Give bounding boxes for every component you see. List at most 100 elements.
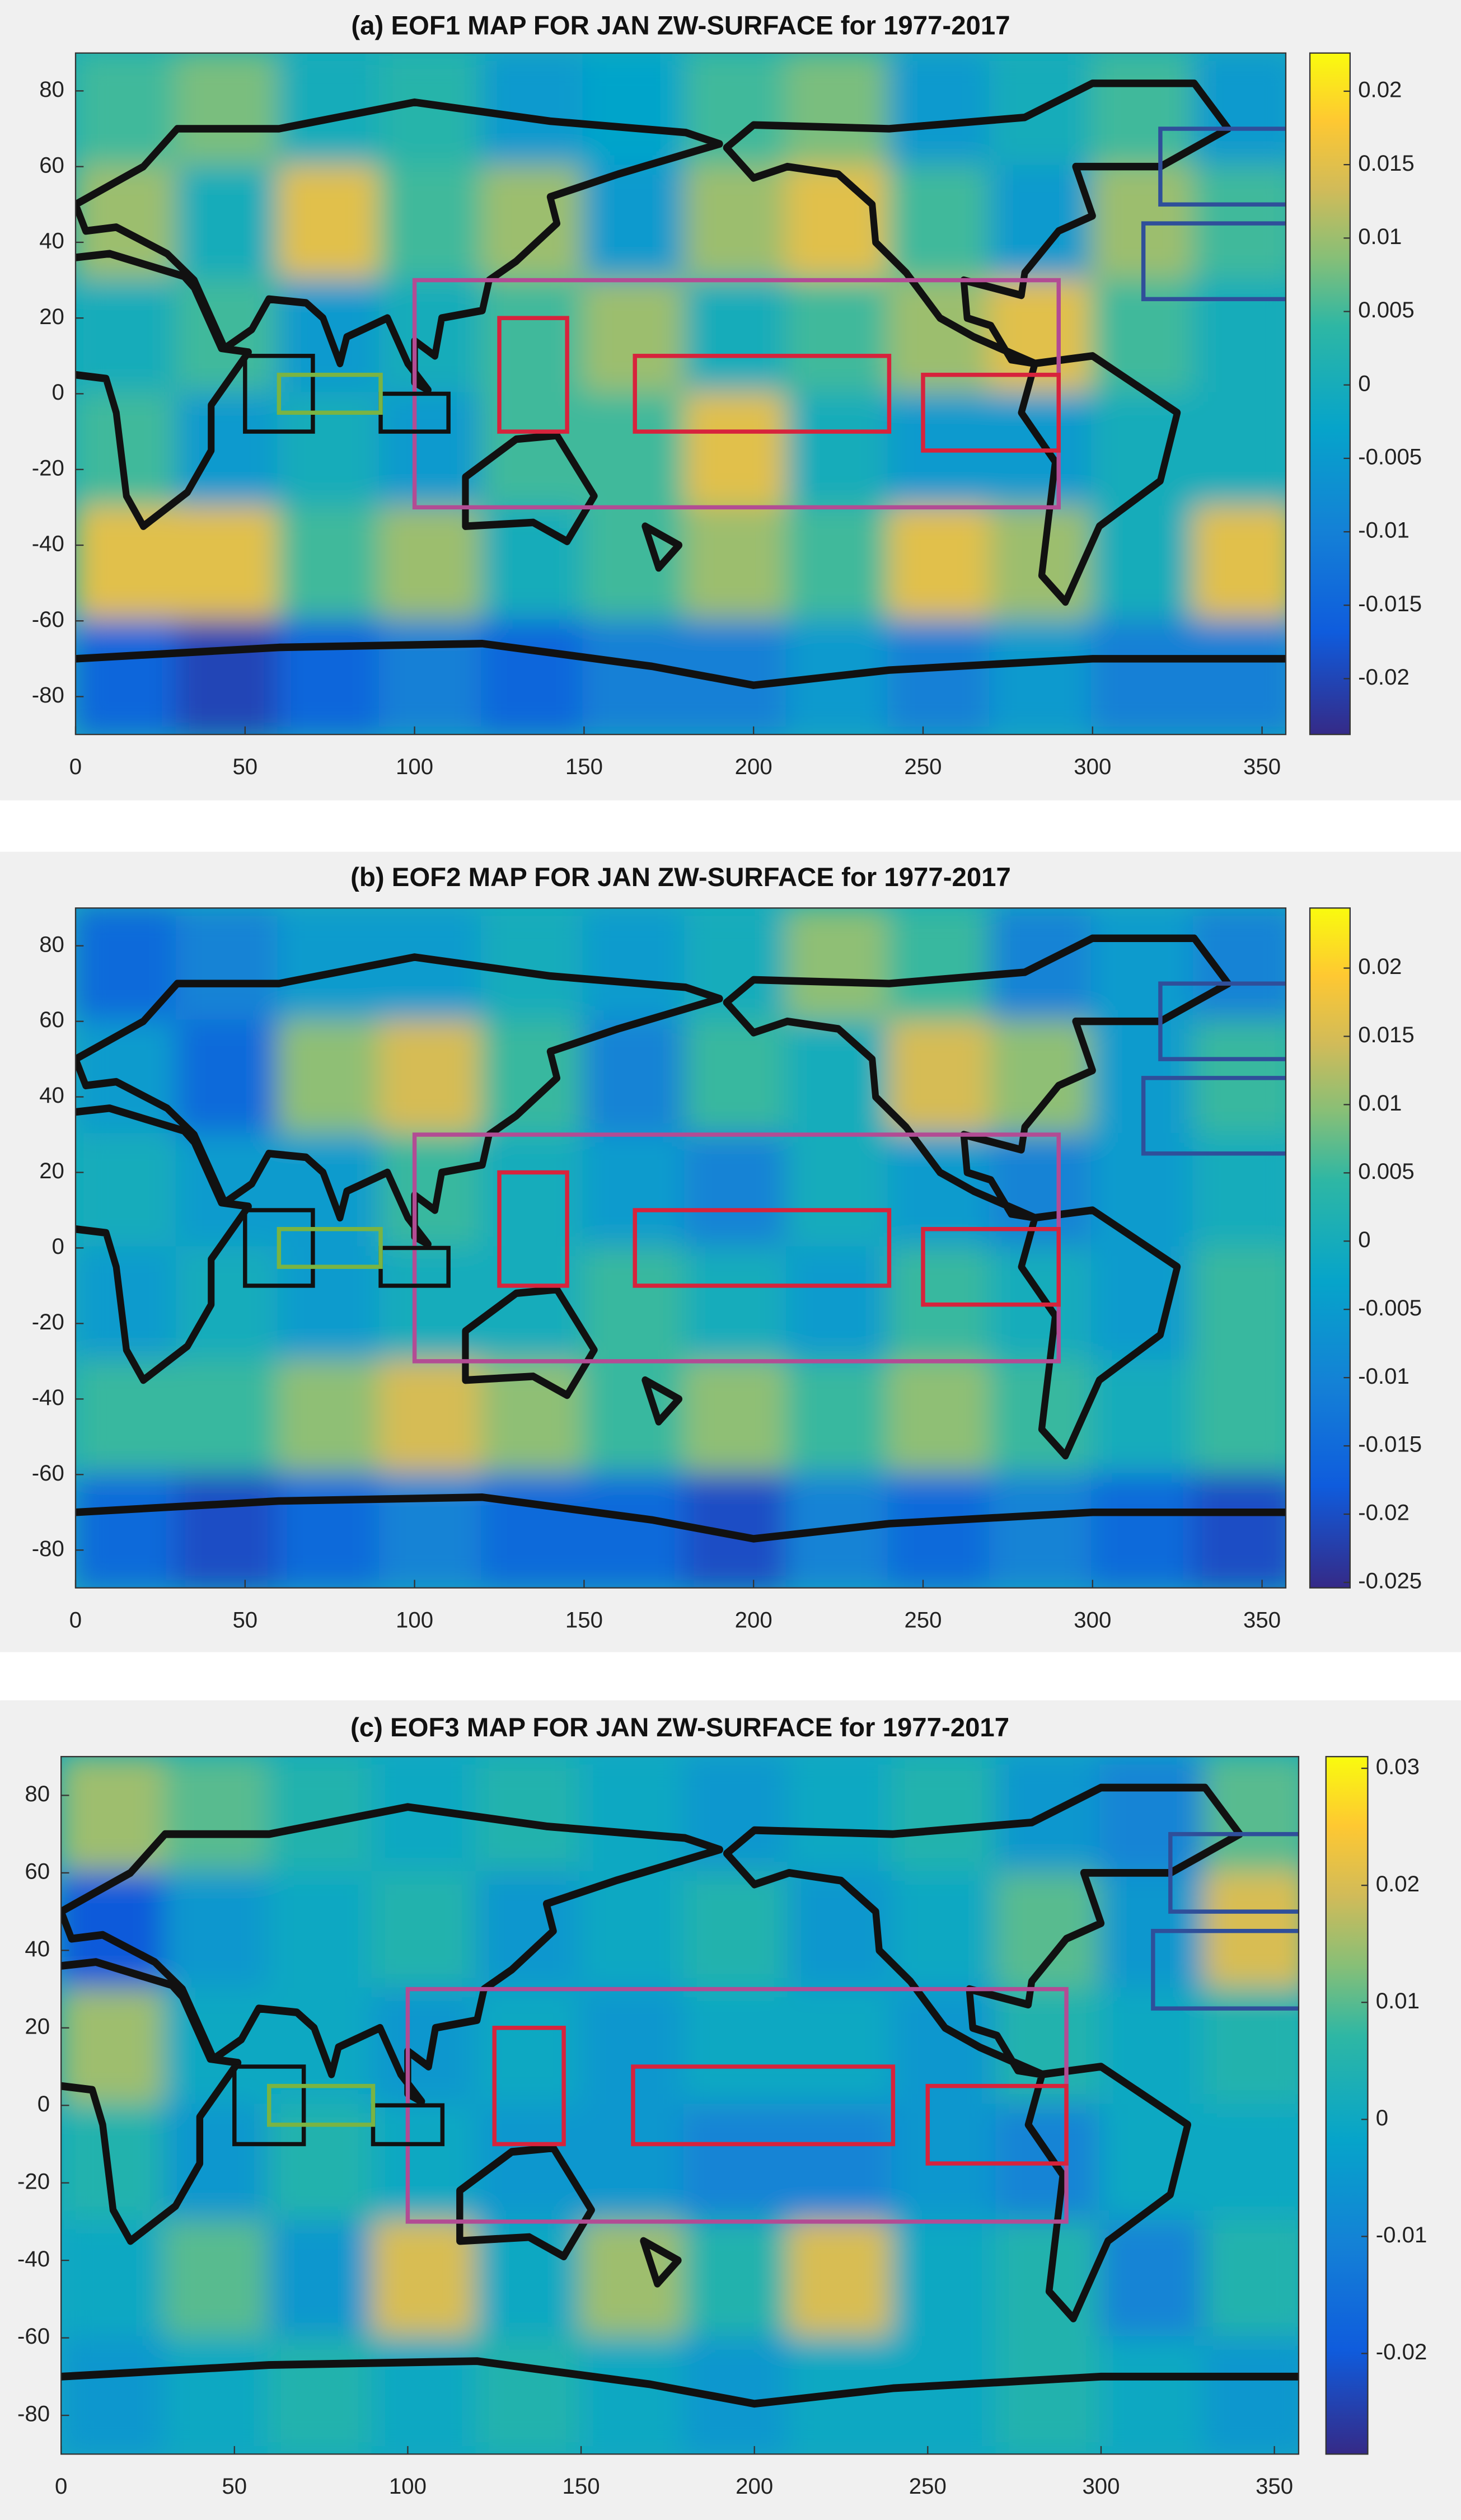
field-cell (277, 1019, 382, 1136)
field-cell (787, 1756, 895, 1875)
field-cell (1090, 53, 1196, 168)
field-cell (371, 2336, 479, 2455)
region-box (277, 1226, 383, 1269)
colorbar-tick-label: -0.02 (1358, 664, 1410, 690)
field-cell (891, 2336, 999, 2455)
colorbar-tick-label: -0.015 (1358, 1432, 1422, 1457)
field-cell (175, 1360, 281, 1477)
region-box (921, 372, 1061, 453)
colorbar-tick-label: -0.025 (1358, 1568, 1422, 1594)
y-tick-label: 60 (25, 1858, 50, 1884)
x-tick-label: 250 (904, 1608, 942, 1633)
panel: (c) EOF3 MAP FOR JAN ZW-SURFACE for 1977… (0, 1700, 1461, 2520)
field-cell (684, 278, 789, 396)
field-cell (75, 619, 179, 735)
y-tick-label: 60 (39, 152, 64, 177)
plot-area (75, 908, 1286, 1588)
field-cell (582, 53, 687, 168)
field-cell (277, 1246, 382, 1363)
y-tick-label: -40 (32, 531, 64, 556)
field-cell (277, 1473, 382, 1588)
y-tick-label: -40 (32, 1385, 64, 1410)
field-cell (582, 505, 687, 623)
field-cell (1099, 2336, 1207, 2455)
field-cell (277, 165, 382, 282)
field-cell (475, 1756, 583, 1875)
x-tick-label: 350 (1243, 1608, 1281, 1633)
field-cell (277, 392, 382, 509)
field-cell (989, 278, 1094, 396)
colorbar-tick-label: 0.02 (1358, 77, 1402, 102)
y-tick-label: -20 (17, 2168, 50, 2194)
field-cell (480, 1019, 586, 1136)
field-cell (480, 278, 586, 396)
field-cell (1090, 908, 1196, 1023)
colorbar-tick-label: -0.01 (1376, 2222, 1427, 2247)
field-cell (989, 1133, 1094, 1250)
field-cell (1192, 1246, 1286, 1363)
colorbar-tick-label: 0 (1358, 1227, 1370, 1252)
y-tick-label: -40 (17, 2246, 50, 2271)
field-cell (579, 1756, 687, 1875)
field-cell (684, 392, 789, 509)
field-cell (75, 165, 179, 282)
field-cell (1192, 1133, 1286, 1250)
field-cell (582, 1473, 687, 1588)
y-tick-label: -20 (32, 1309, 64, 1334)
field-cell (785, 1246, 891, 1363)
field-cell (582, 1019, 687, 1136)
region-box (925, 2083, 1069, 2166)
x-tick-label: 100 (396, 754, 433, 779)
field-cell (267, 2220, 375, 2340)
field-cell (1192, 505, 1286, 623)
colorbar-tick-label: -0.01 (1358, 1364, 1410, 1389)
field-cell (175, 505, 281, 623)
chart-title: (a) EOF1 MAP FOR JAN ZW-SURFACE for 1977… (351, 11, 1010, 40)
field-cell (1090, 505, 1196, 623)
field-cell (1203, 2220, 1299, 2340)
y-tick-label: 20 (39, 1158, 64, 1183)
colorbar-tick-label: 0.01 (1358, 1090, 1402, 1116)
colorbar-tick-label: -0.005 (1358, 444, 1422, 469)
field-cell (995, 1987, 1103, 2107)
field-cell (75, 505, 179, 623)
x-tick-label: 250 (904, 754, 942, 779)
y-tick-label: 80 (39, 931, 64, 957)
field-cell (1090, 619, 1196, 735)
field-cell (379, 1473, 484, 1588)
colorbar-tick-label: -0.015 (1358, 591, 1422, 616)
field-cell (267, 2336, 375, 2455)
colorbar (1309, 907, 1351, 1589)
field-cell (475, 1871, 583, 1991)
y-tick-label: 0 (52, 1234, 64, 1259)
region-box (497, 316, 569, 434)
field-cell (683, 1987, 791, 2107)
field-cell (887, 505, 992, 623)
field-cell (684, 1133, 789, 1250)
x-tick-label: 200 (735, 754, 772, 779)
x-tick-label: 0 (55, 2474, 67, 2499)
x-tick-label: 350 (1256, 2474, 1293, 2499)
y-tick-label: 80 (25, 1781, 50, 1806)
colorbar (1325, 1756, 1369, 2455)
colorbar-tick-label: 0.01 (1358, 224, 1402, 249)
field-cell (582, 165, 687, 282)
x-tick-label: 350 (1243, 754, 1281, 779)
field-cell (480, 619, 586, 735)
field-cell (683, 1871, 791, 1991)
region-box (232, 2064, 306, 2147)
y-tick-label: 80 (39, 77, 64, 102)
field-cell (989, 619, 1094, 735)
x-tick-label: 150 (565, 1608, 603, 1633)
region-box (492, 2026, 566, 2147)
field-cell (475, 2336, 583, 2455)
field-cell (175, 908, 281, 1023)
region-box (1158, 127, 1286, 207)
x-tick-label: 200 (735, 1608, 772, 1633)
x-tick-label: 250 (909, 2474, 947, 2499)
field-cell (787, 1987, 895, 2107)
field-cell (61, 1756, 167, 1875)
field-cell (1099, 1756, 1207, 1875)
colorbar-tick-label: -0.02 (1376, 2339, 1427, 2364)
region-box (1151, 1928, 1299, 2011)
